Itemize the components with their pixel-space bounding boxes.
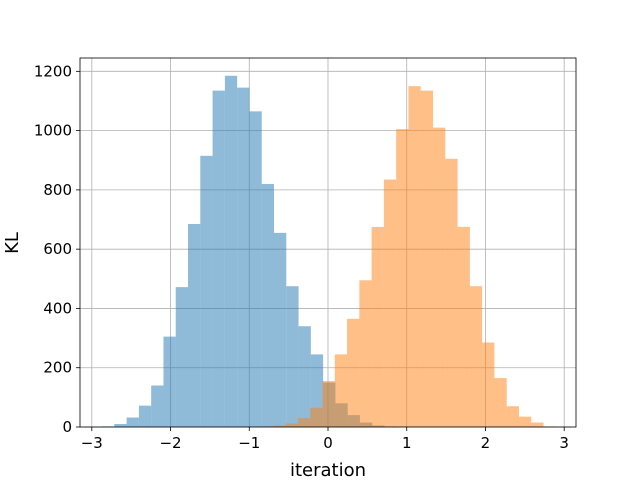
- x-axis-ticks: −3 −2 −1 0 1 2 3: [81, 427, 569, 452]
- histogram-bar-series-1: [163, 336, 176, 427]
- histogram-bar-series-1: [261, 183, 274, 427]
- histogram-bar-series-1: [273, 232, 287, 427]
- histogram-bar-series-2: [359, 280, 372, 427]
- histogram-bar-series-2: [494, 378, 507, 427]
- histogram-bar-series-2: [322, 381, 335, 427]
- histogram-bar-series-2: [482, 342, 495, 427]
- histogram-bar-series-2: [518, 416, 532, 427]
- histogram-bar-series-1: [114, 424, 127, 427]
- histogram-bar-series-2: [531, 422, 544, 427]
- histogram-bar-series-1: [298, 326, 311, 427]
- histogram-bar-series-1: [237, 87, 250, 428]
- histogram-bar-series-2: [334, 354, 348, 427]
- histogram-bar-series-2: [445, 158, 458, 427]
- histogram-bar-series-2: [310, 407, 323, 427]
- y-tick-label: 0: [62, 418, 72, 436]
- histogram-bar-series-2: [433, 127, 446, 427]
- histogram-bar-series-1: [138, 405, 152, 427]
- y-tick-label: 400: [43, 299, 72, 317]
- histogram-bar-series-1: [188, 223, 201, 427]
- y-tick-label: 1000: [34, 122, 72, 140]
- y-tick-label: 1200: [34, 62, 72, 80]
- y-tick-label: 800: [43, 181, 72, 199]
- histogram-bar-series-1: [212, 90, 225, 427]
- histogram-bar-series-1: [126, 417, 139, 427]
- histogram-bar-series-1: [151, 385, 164, 427]
- y-axis-label: KL: [2, 232, 23, 254]
- histogram-bar-series-2: [371, 226, 384, 427]
- histogram-bar-series-2: [396, 129, 409, 428]
- histogram-bar-series-2: [383, 179, 397, 427]
- y-axis-ticks: 0 200 400 600 800 1000 1200: [34, 62, 80, 436]
- x-tick-label: −2: [159, 434, 181, 452]
- x-tick-label: 2: [481, 434, 491, 452]
- x-tick-label: −1: [238, 434, 260, 452]
- histogram-bar-series-2: [297, 418, 311, 427]
- histogram-bar-series-2: [347, 318, 360, 427]
- histogram-bar-series-1: [249, 111, 262, 427]
- x-tick-label: 1: [402, 434, 412, 452]
- x-tick-label: 3: [559, 434, 569, 452]
- histogram-bar-series-1: [200, 155, 213, 427]
- histogram-bars: [102, 75, 556, 428]
- histogram-bar-series-1: [286, 286, 299, 427]
- x-axis-label: iteration: [290, 460, 366, 480]
- histogram-bar-series-2: [420, 90, 434, 427]
- histogram-bar-series-1: [175, 287, 189, 427]
- histogram-bar-series-2: [506, 406, 519, 427]
- x-tick-label: −3: [81, 434, 103, 452]
- histogram-bar-series-2: [285, 423, 298, 427]
- histogram-bar-series-2: [408, 86, 421, 428]
- histogram-bar-series-1: [224, 75, 238, 427]
- y-tick-label: 600: [43, 240, 72, 258]
- x-tick-label: 0: [323, 434, 333, 452]
- y-tick-label: 200: [43, 359, 72, 377]
- histogram-bar-series-2: [469, 286, 483, 427]
- histogram-bar-series-2: [273, 425, 286, 427]
- histogram-bar-series-2: [457, 226, 470, 427]
